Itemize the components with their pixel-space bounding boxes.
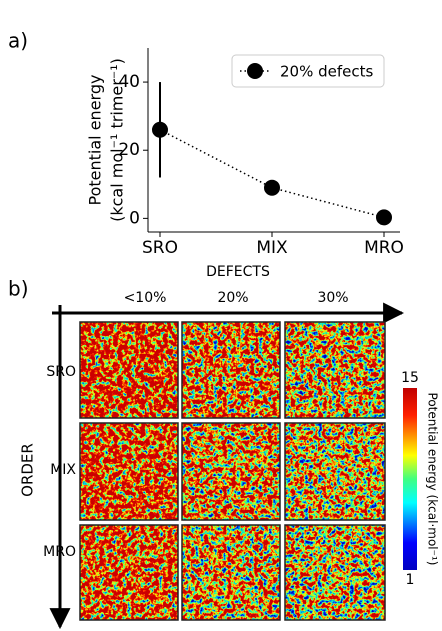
column-label: <10%: [124, 290, 167, 306]
snapshot-border: [284, 524, 386, 621]
y-tick-label: 40: [118, 72, 140, 92]
data-line: [159, 129, 385, 219]
data-point: [152, 121, 168, 138]
simulation-snapshot: [182, 525, 280, 620]
x-tick-label: MIX: [256, 238, 288, 258]
column-label: 30%: [317, 290, 348, 306]
legend-box: [231, 54, 385, 88]
snapshot-border: [79, 422, 179, 521]
colorbar: [403, 388, 417, 570]
row-label: SRO: [46, 364, 76, 380]
panel-label: b): [8, 277, 29, 301]
legend-label: 20% defects: [280, 63, 373, 81]
snapshot-border: [181, 422, 281, 521]
data-point: [376, 209, 392, 226]
simulation-snapshot: [80, 525, 178, 620]
y-axis-label: (kcal mol⁻¹ trimer⁻¹): [108, 58, 127, 222]
x-tick-label: MRO: [364, 238, 404, 258]
tile-grid: [79, 321, 386, 621]
simulation-snapshot: [285, 525, 385, 620]
colorbar-tick-label: 1: [406, 572, 415, 588]
simulation-snapshot: [80, 322, 178, 418]
snapshot-border: [181, 321, 281, 419]
snapshot-border: [284, 422, 386, 521]
simulation-snapshot: [285, 322, 385, 418]
snapshot-border: [284, 321, 386, 419]
column-title: DEFECTS: [206, 264, 270, 280]
data-point: [264, 179, 280, 196]
x-tick-label: SRO: [142, 238, 178, 258]
colorbar-tick-label: 15: [401, 370, 419, 386]
row-title: ORDER: [19, 443, 37, 497]
simulation-snapshot: [80, 423, 178, 520]
simulation-snapshot: [285, 423, 385, 520]
snapshot-border: [79, 321, 179, 419]
snapshot-border: [181, 524, 281, 621]
legend-marker: [247, 63, 263, 79]
simulation-snapshot: [182, 423, 280, 520]
row-label: MIX: [50, 462, 76, 478]
y-axis-label: Potential energy: [86, 75, 105, 206]
column-label: 20%: [217, 290, 248, 306]
panel-label: a): [8, 29, 28, 53]
row-label: MRO: [43, 544, 76, 560]
colorbar-label: Potential energy (kcal·mol⁻¹): [426, 393, 440, 566]
y-tick-label: 0: [129, 208, 140, 228]
simulation-snapshot: [182, 322, 280, 418]
y-tick-label: 20: [118, 140, 140, 160]
snapshot-border: [79, 524, 179, 621]
